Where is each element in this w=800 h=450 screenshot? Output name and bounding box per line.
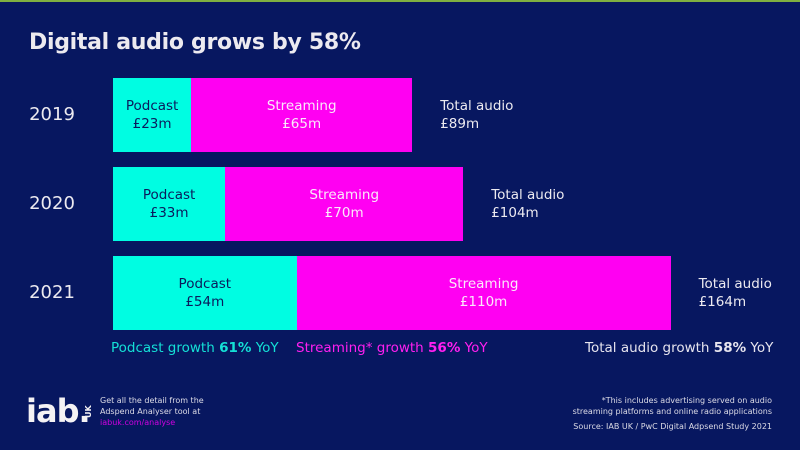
total-value: £164m [698,294,747,310]
footnote-line: *This includes advertising served on aud… [601,396,772,405]
info-line: Adspend Analyser tool at [100,407,201,416]
bar-series-label: Podcast [178,276,232,292]
streaming-bar: Streaming £65m [191,78,413,152]
year-label: 2019 [29,104,75,125]
source-text: Source: IAB UK / PwC Digital Adpsend Stu… [573,422,772,431]
total-name: Total audio [491,187,565,203]
bar-value-label: £33m [149,205,189,221]
total-value: £104m [491,205,539,221]
bar-value-label: £110m [459,294,508,310]
bar-value-label: £65m [282,116,322,132]
total-label: Total audio £164m [699,275,772,311]
podcast-bar: Podcast £23m [113,78,192,152]
streaming-bar: Streaming £70m [225,167,464,241]
bar-series-label: Streaming [448,276,519,292]
footnote-line: streaming platforms and online radio app… [572,407,772,416]
bar-series-label: Podcast [142,187,196,203]
bar-series-label: Streaming [266,98,337,114]
bar-value-label: £23m [132,116,172,132]
year-label: 2020 [29,193,75,214]
total-value: £89m [440,116,480,132]
top-accent-line [0,0,800,2]
total-name: Total audio [698,276,772,292]
info-text: Get all the detail from the Adspend Anal… [100,395,204,428]
podcast-bar: Podcast £33m [113,167,226,241]
bar-series-label: Podcast [125,98,179,114]
streaming-growth: Streaming* growth 56% YoY [296,340,488,356]
year-label: 2021 [29,282,75,303]
iab-logo-uk: UK [84,405,93,418]
iab-logo: iab. [26,392,91,430]
bar-series-label: Streaming [309,187,380,203]
total-name: Total audio [440,98,514,114]
bar-value-label: £54m [185,294,225,310]
streaming-bar: Streaming £110m [296,256,671,330]
info-line: Get all the detail from the [100,396,204,405]
podcast-growth: Podcast growth 61% YoY [111,340,279,356]
analyser-link[interactable]: iabuk.com/analyse [100,418,176,427]
chart-title: Digital audio grows by 58% [29,30,361,55]
footnote: *This includes advertising served on aud… [512,395,772,432]
total-label: Total audio £89m [440,97,513,133]
podcast-bar: Podcast £54m [113,256,297,330]
total-label: Total audio £104m [491,186,564,222]
bar-value-label: £70m [324,205,364,221]
total-growth: Total audio growth 58% YoY [585,340,774,356]
